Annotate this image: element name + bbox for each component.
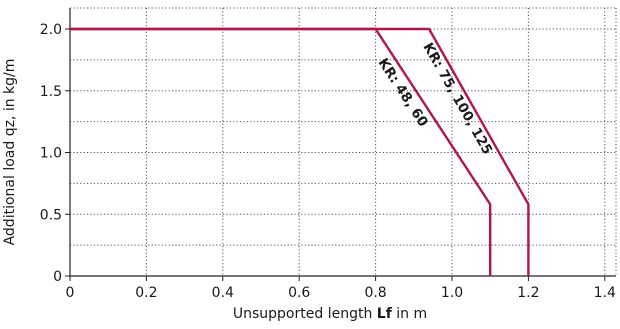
grid: [70, 7, 617, 276]
x-tick-label: 0.6: [288, 285, 310, 301]
y-tick-label: 2.0: [40, 22, 62, 38]
x-tick-label: 0: [66, 285, 75, 301]
series: [70, 27, 530, 276]
y-axis-title: Additional load qz, in kg/m: [2, 59, 18, 246]
tick-labels: 0 0.2 0.4 0.6 0.8 1.0 1.2 1.4 0 0.5 1.0 1.5 2.0: [40, 22, 616, 301]
x-tick-label: 1.2: [517, 285, 539, 301]
x-tick-label: 0.2: [135, 285, 157, 301]
y-tick-label: 0: [53, 269, 62, 285]
x-tick-label: 0.4: [212, 285, 234, 301]
x-axis-title: Unsupported length Lf in m: [233, 306, 427, 322]
curve-label-1: KR: 48, 60: [375, 55, 431, 129]
series-line-2: [70, 27, 530, 276]
x-tick-label: 1.0: [441, 285, 463, 301]
x-tick-label: 0.8: [364, 285, 386, 301]
x-tick-label: 1.4: [594, 285, 616, 301]
y-tick-label: 1.0: [40, 146, 62, 162]
y-tick-label: 1.5: [40, 84, 62, 100]
y-tick-label: 0.5: [40, 207, 62, 223]
curve-label-2: KR: 75, 100, 125: [420, 40, 496, 157]
axes: [65, 8, 616, 281]
